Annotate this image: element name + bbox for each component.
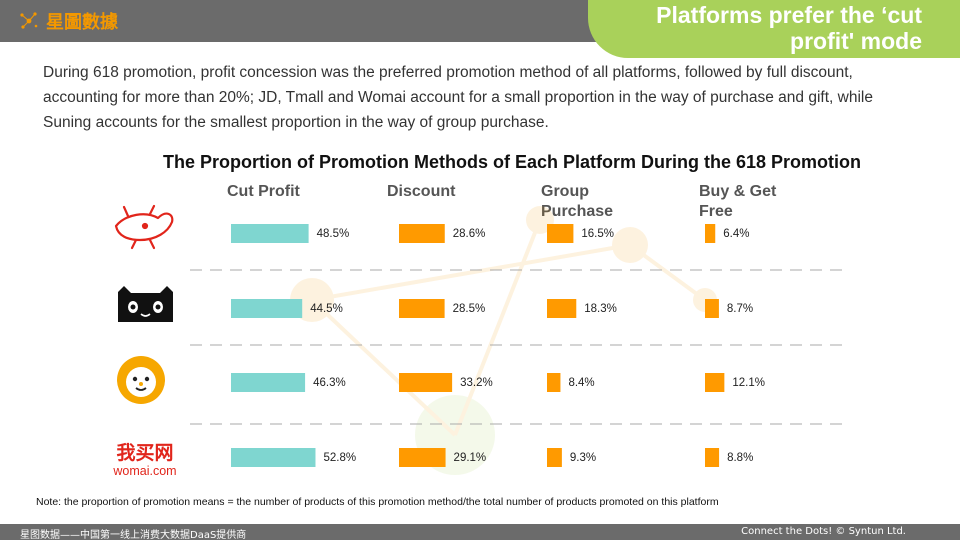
footer-right-text: Connect the Dots! © Syntun Ltd. (741, 526, 906, 537)
page-title: Platforms prefer the ‘cut profit' mode (592, 2, 922, 54)
data-label-discount-jd: 28.6% (453, 228, 486, 240)
column-header-line: Cut Profit (227, 183, 300, 200)
bar-cut-profit-suning (231, 373, 306, 392)
bar-cut-profit-tmall (231, 299, 303, 318)
data-label-discount-suning: 33.2% (460, 377, 493, 389)
data-label-buy-get-free-suning: 12.1% (732, 377, 765, 389)
bar-discount-jd (399, 224, 445, 243)
title-tab: Platforms prefer the ‘cut profit' mode (588, 0, 960, 58)
data-label-cut-profit-suning: 46.3% (313, 377, 346, 389)
brand-logo: 星圖數據 (18, 8, 118, 34)
page-title-line-1: Platforms prefer the ‘cut (656, 2, 922, 28)
row-separators (190, 269, 845, 425)
bar-group-purchase-womai (547, 448, 562, 467)
bar-group-purchase-suning (547, 373, 561, 392)
suning-logo-icon (117, 356, 165, 404)
column-header-line: Free (699, 203, 733, 220)
data-label-group-purchase-suning: 8.4% (568, 377, 594, 389)
column-header-line: Discount (387, 183, 456, 200)
data-label-group-purchase-tmall: 18.3% (584, 303, 617, 315)
data-label-buy-get-free-tmall: 8.7% (727, 303, 753, 315)
data-label-group-purchase-womai: 9.3% (570, 452, 596, 464)
data-label-cut-profit-jd: 48.5% (317, 228, 350, 240)
womai-logo-cn-text: 我买网 (116, 442, 173, 464)
column-header-group-purchase: Group Purchase (541, 182, 613, 222)
womai-logo: 我买网 womai.com (112, 442, 176, 478)
bar-cut-profit-womai (231, 448, 316, 467)
dots-logo-icon (20, 12, 38, 29)
column-header-buy-get-free: Buy & Get Free (699, 182, 776, 222)
bar-discount-tmall (399, 299, 445, 318)
column-header-line: Buy & Get (699, 183, 777, 200)
bar-buy-get-free-suning (705, 373, 725, 392)
column-header-line: Purchase (541, 203, 614, 220)
footer-left-text: 星图数据——中国第一线上消费大数据DaaS提供商 (20, 530, 247, 541)
bar-buy-get-free-tmall (705, 299, 719, 318)
bar-group-purchase-jd (547, 224, 574, 243)
bar-group-purchase-tmall (547, 299, 577, 318)
column-header-discount: Discount (387, 182, 455, 202)
data-label-buy-get-free-womai: 8.8% (727, 452, 753, 464)
bar-buy-get-free-jd (705, 224, 716, 243)
bar-discount-womai (399, 448, 446, 467)
bar-discount-suning (399, 373, 453, 392)
data-label-cut-profit-womai: 52.8% (323, 452, 356, 464)
brand-name: 星圖數據 (46, 12, 118, 33)
womai-logo-en-text: womai.com (112, 464, 176, 478)
data-label-discount-womai: 29.1% (454, 452, 487, 464)
data-label-buy-get-free-jd: 6.4% (723, 228, 749, 240)
data-label-cut-profit-tmall: 44.5% (310, 303, 343, 315)
footnote: Note: the proportion of promotion means … (36, 496, 719, 508)
footer-bar: 星图数据——中国第一线上消费大数据DaaS提供商 Connect the Dot… (0, 524, 960, 541)
data-label-discount-tmall: 28.5% (453, 303, 486, 315)
data-label-group-purchase-jd: 16.5% (581, 228, 614, 240)
background-decoration (290, 206, 717, 475)
column-header-line: Group (541, 183, 589, 200)
jd-logo-icon (114, 204, 174, 250)
tmall-logo-icon (118, 286, 173, 322)
chart-title: The Proportion of Promotion Methods of E… (163, 152, 862, 172)
bar-cut-profit-jd (231, 224, 309, 243)
bar-buy-get-free-womai (705, 448, 720, 467)
page-title-line-2: profit' mode (790, 28, 922, 54)
column-header-cut-profit: Cut Profit (227, 182, 300, 202)
bar-marks: 48.5% 44.5% 46.3% 52.8% 28.6% 28.5% 33.2% 29.1%… (231, 224, 765, 467)
description-text: During 618 promotion, profit concession … (43, 64, 873, 131)
